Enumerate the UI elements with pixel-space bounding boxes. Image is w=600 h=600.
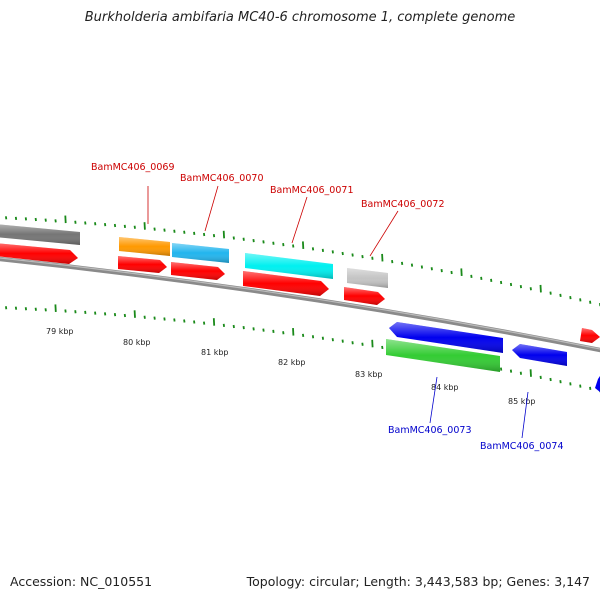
genome-backbone-highlight bbox=[0, 257, 600, 350]
scale-label-80: 80 kbp bbox=[123, 338, 151, 347]
scale-label-79: 79 kbp bbox=[46, 327, 74, 336]
scale-label-83: 83 kbp bbox=[355, 370, 383, 379]
accession-text: Accession: NC_010551 bbox=[10, 574, 153, 589]
gene-label-0071[interactable]: BamMC406_0071 bbox=[270, 185, 353, 196]
gene-labels: BamMC406_0069 BamMC406_0070 BamMC406_007… bbox=[91, 162, 563, 452]
genome-backbone bbox=[0, 256, 600, 353]
scale-label-84: 84 kbp bbox=[431, 383, 459, 392]
outer-tick-track bbox=[5, 215, 600, 307]
reverse-gene-arrow[interactable] bbox=[595, 376, 600, 392]
gene-label-0072[interactable]: BamMC406_0072 bbox=[361, 199, 444, 210]
cds-track-reverse bbox=[386, 322, 600, 392]
gene-label-0074[interactable]: BamMC406_0074 bbox=[480, 441, 563, 452]
gene-label-0070[interactable]: BamMC406_0070 bbox=[180, 173, 263, 184]
scale-label-82: 82 kbp bbox=[278, 358, 306, 367]
feature-track-forward bbox=[0, 224, 388, 288]
scale-labels: 79 kbp 80 kbp 81 kbp 82 kbp 83 kbp 84 kb… bbox=[46, 327, 536, 406]
gene-label-0069[interactable]: BamMC406_0069 bbox=[91, 162, 174, 173]
cds-track-forward bbox=[0, 243, 600, 343]
scale-label-81: 81 kbp bbox=[201, 348, 229, 357]
scale-label-85: 85 kbp bbox=[508, 397, 536, 406]
inner-tick-track bbox=[5, 304, 600, 393]
genome-summary-text: Topology: circular; Length: 3,443,583 bp… bbox=[246, 574, 590, 589]
gene-label-0073[interactable]: BamMC406_0073 bbox=[388, 425, 471, 436]
map-title: Burkholderia ambifaria MC40-6 chromosome… bbox=[84, 10, 516, 25]
